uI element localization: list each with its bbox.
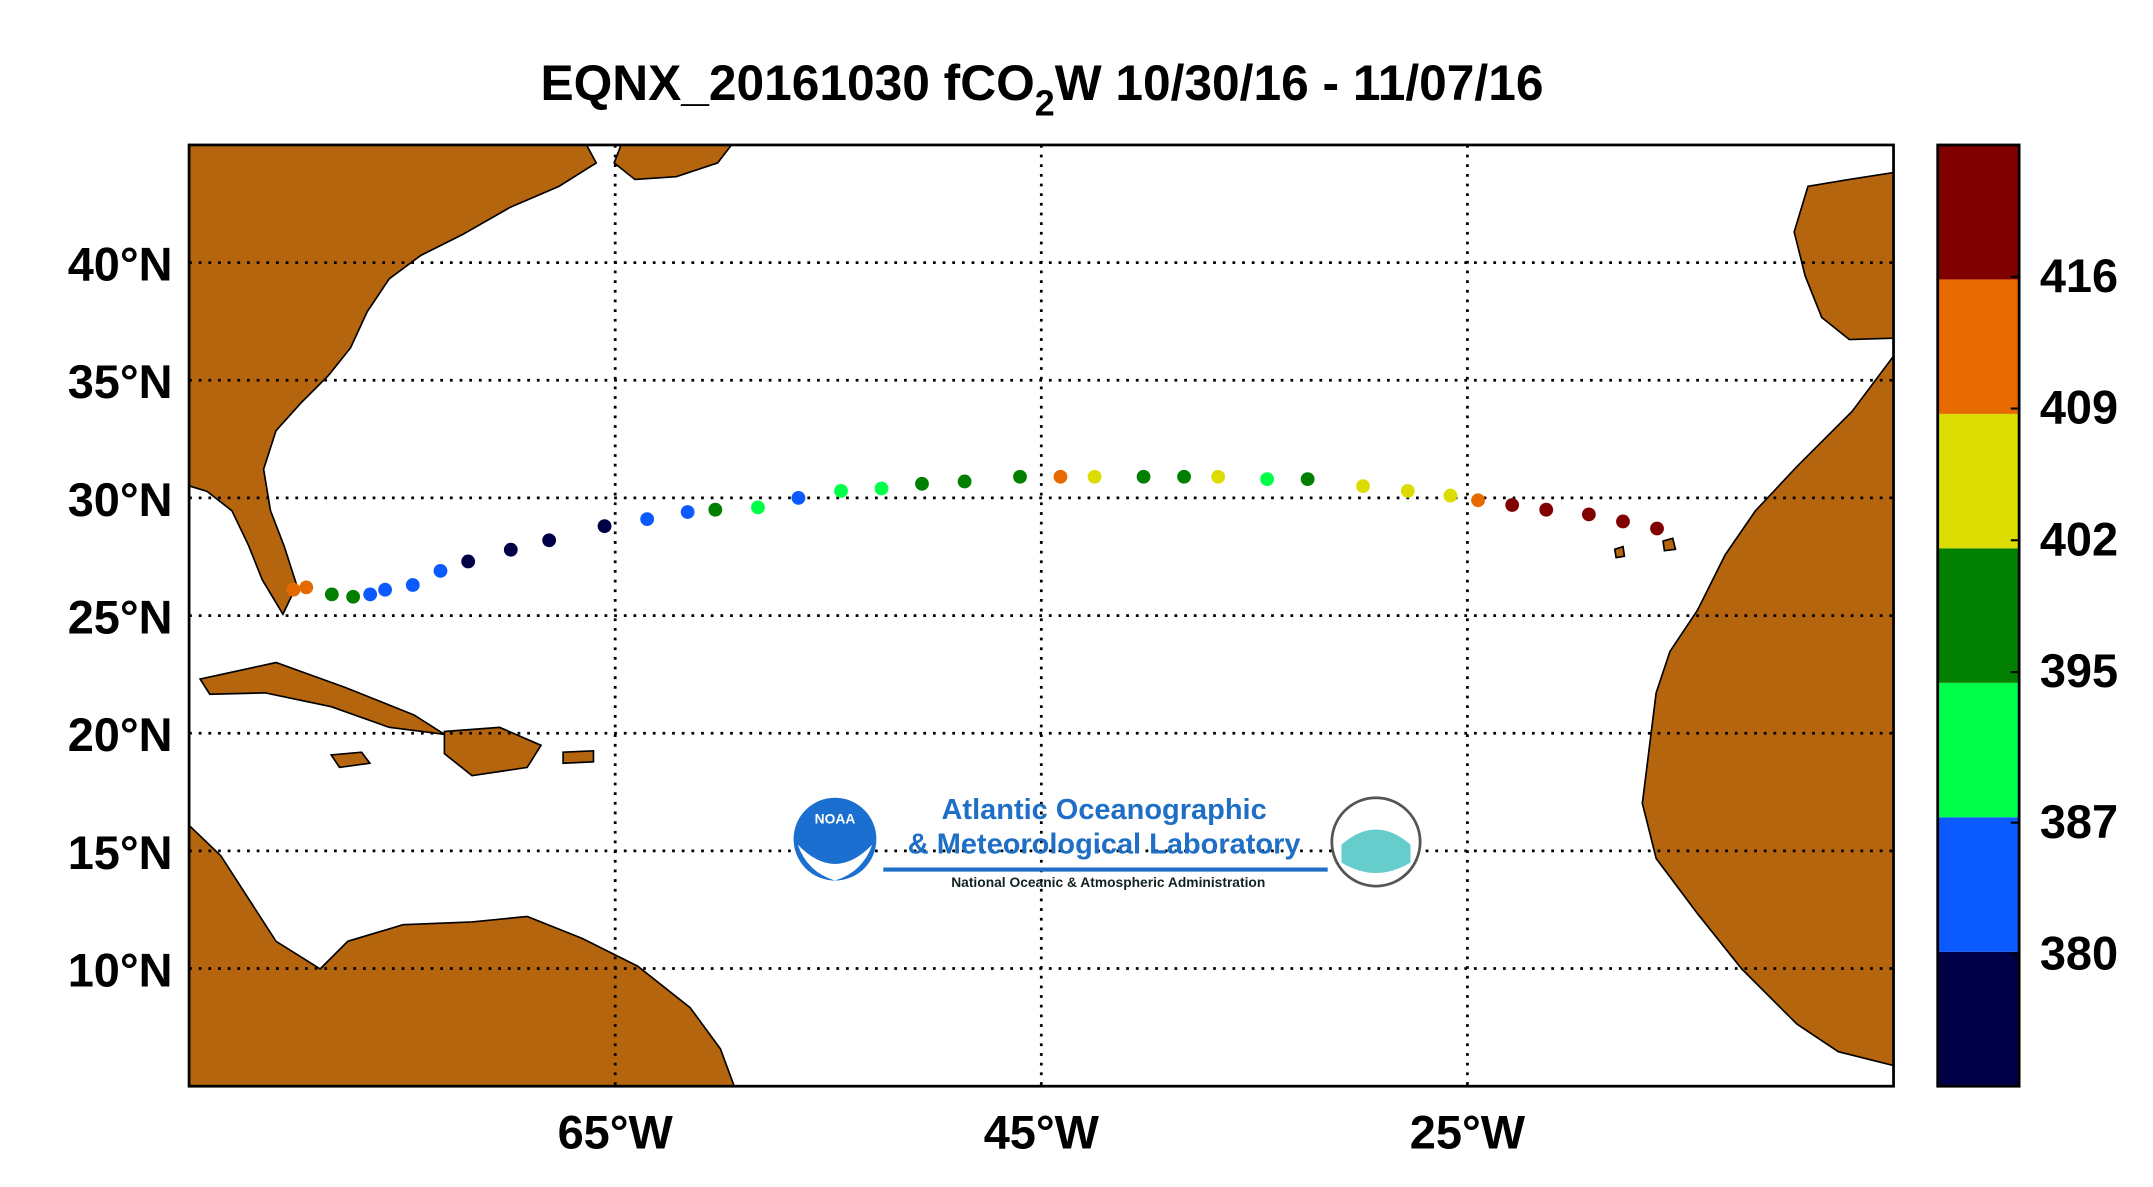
y-tick-label: 20°N (68, 709, 173, 761)
colorbar-band (1937, 548, 2020, 683)
x-tick-label: 65°W (558, 1106, 674, 1158)
colorbar-band (1937, 817, 2020, 952)
track-point (1260, 472, 1275, 487)
south-america (189, 824, 736, 1087)
colorbar-tick-label: 402 (2040, 513, 2118, 565)
aoml-seal-wave (1341, 829, 1411, 873)
chart-title: EQNX_20161030 fCO2W 10/30/16 - 11/07/16 (540, 55, 1543, 124)
y-tick-label: 35°N (68, 356, 173, 408)
track-point (1136, 469, 1151, 484)
puerto-rico (562, 749, 595, 765)
logo: NOAA Atlantic Oceanographic & Meteorolog… (793, 794, 1422, 890)
track-point (597, 519, 612, 534)
iberia (1793, 171, 1894, 341)
canary-islands (1613, 537, 1677, 559)
track-point (1300, 472, 1315, 487)
land (189, 144, 1894, 1087)
track-point (1013, 469, 1027, 484)
track-point (640, 512, 655, 527)
y-tick-label: 30°N (68, 474, 173, 526)
x-tick-label: 45°W (984, 1106, 1100, 1158)
track-point (1087, 469, 1102, 484)
track-point (433, 563, 448, 578)
track-point (363, 587, 378, 602)
north-america (189, 144, 598, 616)
colorbar-tick-label: 380 (2040, 928, 2118, 980)
hispaniola (443, 726, 543, 777)
y-tick-label: 25°N (68, 591, 173, 643)
noaa-wave (797, 844, 873, 881)
track-point (1650, 521, 1664, 536)
y-tick-label: 10°N (68, 944, 173, 996)
colorbar-tick-label: 416 (2040, 250, 2118, 302)
track-point (1539, 502, 1554, 517)
track-point (1211, 469, 1226, 484)
track-point (874, 481, 889, 496)
logo-line3: National Oceanic & Atmospheric Administr… (951, 875, 1265, 890)
title-subscript: 2 (1035, 84, 1055, 124)
track-point (461, 554, 476, 569)
track-point (286, 582, 301, 597)
map-frame (187, 143, 1895, 1088)
jamaica (329, 751, 372, 769)
title-prefix: EQNX_20161030 fCO (540, 55, 1034, 111)
track-point (503, 542, 518, 557)
track-point (542, 533, 557, 548)
track-point (957, 474, 972, 489)
colorbar-band (1937, 144, 2020, 280)
track-point (791, 491, 806, 505)
logo-line2: & Meteorological Laboratory (908, 829, 1301, 861)
track-point (346, 589, 361, 604)
track-point (680, 505, 695, 519)
track-point (405, 578, 420, 592)
track-point (378, 582, 392, 597)
y-tick-label: 40°N (68, 239, 173, 291)
track-point (915, 476, 929, 491)
nova-scotia (613, 144, 733, 181)
track-point (1581, 507, 1596, 522)
track-point (324, 587, 339, 602)
colorbar-band (1937, 279, 2020, 414)
track-point (299, 580, 314, 595)
track (286, 469, 1664, 604)
colorbar-tick-label: 387 (2040, 796, 2118, 848)
colorbar: 380 387 395 402 409 416 (1936, 143, 2118, 1088)
track-point (1471, 493, 1485, 508)
colorbar-frame (1936, 143, 2021, 1088)
colorbar-band (1937, 682, 2020, 818)
track-point (1356, 479, 1370, 494)
track-point (1177, 469, 1191, 484)
track-point (1443, 488, 1458, 503)
africa (1641, 354, 1894, 1067)
colorbar-tick-label: 409 (2040, 382, 2118, 434)
colorbar-tick-label: 395 (2040, 645, 2118, 697)
track-point (751, 500, 765, 515)
track-point (1616, 514, 1630, 529)
y-tick-label: 15°N (68, 827, 173, 879)
track-point (1400, 483, 1415, 498)
track-point (708, 502, 723, 517)
colorbar-band (1937, 951, 2020, 1087)
x-tick-label: 25°W (1410, 1106, 1526, 1158)
colorbar-band (1937, 413, 2020, 549)
cuba (198, 661, 445, 736)
track-point (834, 483, 848, 498)
track-point (1053, 469, 1068, 484)
noaa-badge-text: NOAA (815, 811, 856, 826)
logo-line1: Atlantic Oceanographic (942, 794, 1267, 826)
track-point (1505, 498, 1520, 512)
title-suffix: W 10/30/16 - 11/07/16 (1055, 55, 1544, 111)
grid (189, 144, 1894, 1087)
